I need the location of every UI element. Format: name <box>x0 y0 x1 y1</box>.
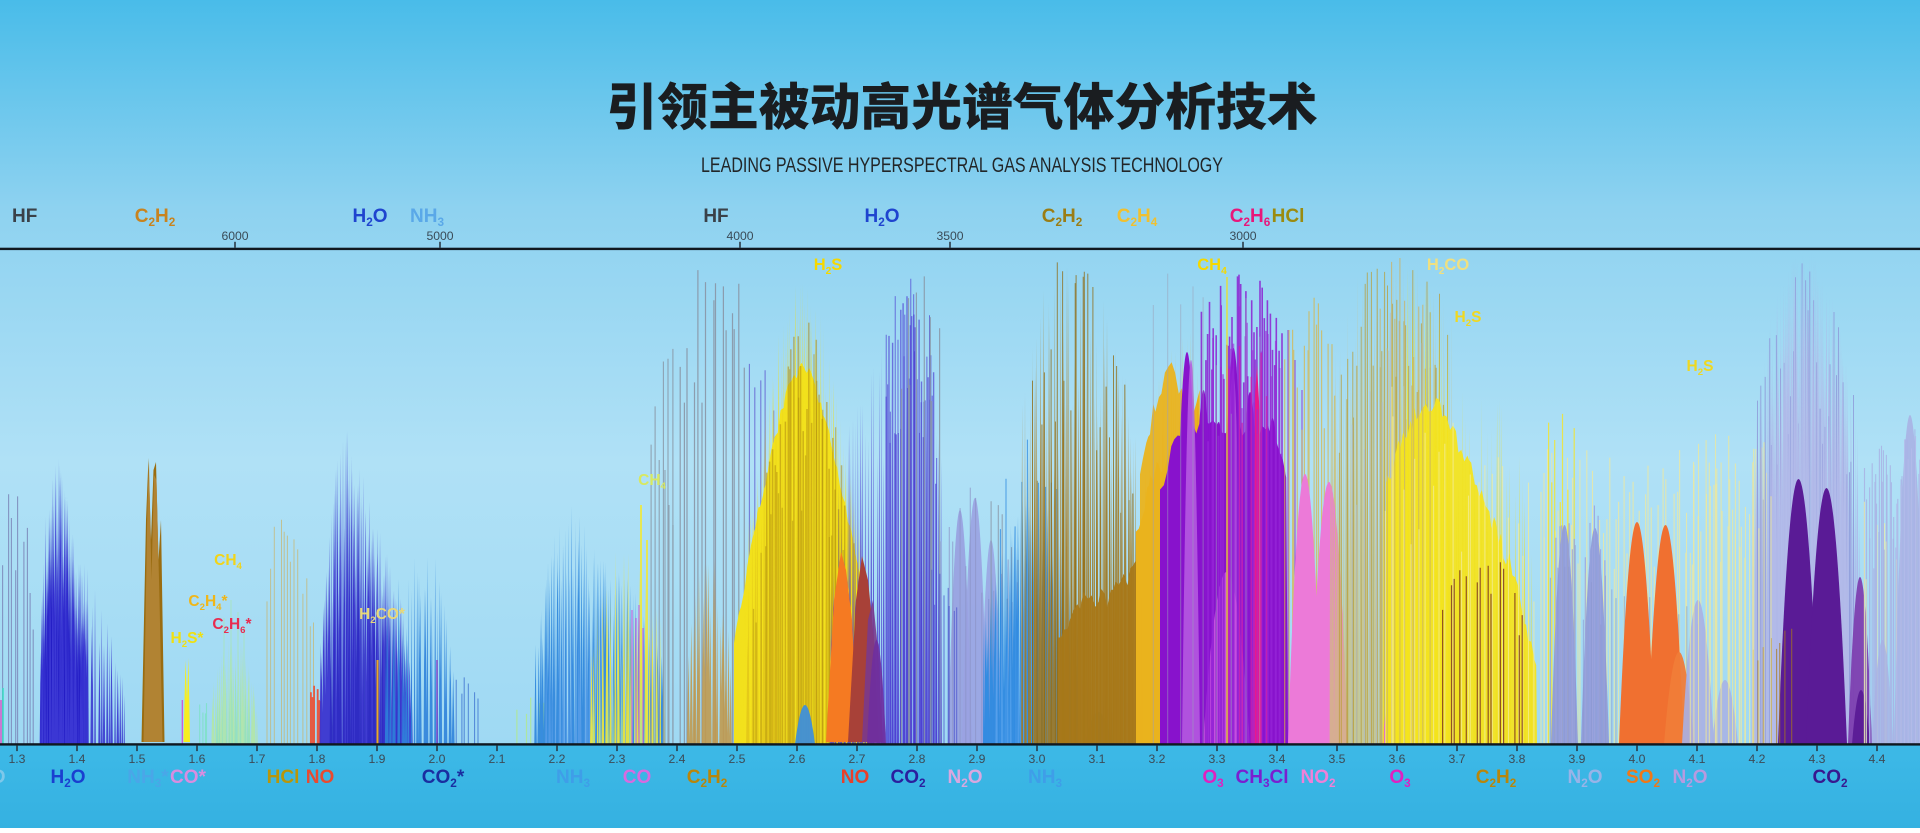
svg-text:H2S: H2S <box>1455 309 1482 329</box>
svg-text:O3: O3 <box>1389 767 1411 790</box>
svg-text:3500: 3500 <box>936 229 963 243</box>
svg-text:3.8: 3.8 <box>1509 752 1526 766</box>
svg-text:2.5: 2.5 <box>729 752 746 766</box>
svg-text:C2H2: C2H2 <box>1042 206 1083 229</box>
svg-text:NH3*: NH3* <box>127 767 169 790</box>
svg-text:6000: 6000 <box>221 229 248 243</box>
svg-text:N2O: N2O <box>1567 767 1602 790</box>
svg-text:HF: HF <box>703 206 728 227</box>
svg-text:NH3: NH3 <box>556 767 590 790</box>
svg-text:2.2: 2.2 <box>549 752 566 766</box>
svg-text:1.9: 1.9 <box>369 752 386 766</box>
svg-text:CH4: CH4 <box>214 552 242 572</box>
svg-text:3.2: 3.2 <box>1149 752 1166 766</box>
svg-text:H2S: H2S <box>1687 358 1714 378</box>
svg-text:3.6: 3.6 <box>1389 752 1406 766</box>
svg-text:1.4: 1.4 <box>69 752 86 766</box>
svg-text:CO*: CO* <box>170 767 207 788</box>
svg-text:4.0: 4.0 <box>1629 752 1646 766</box>
svg-text:CH4: CH4 <box>1197 256 1227 277</box>
svg-text:H2CO*: H2CO* <box>359 606 406 626</box>
svg-text:1.5: 1.5 <box>129 752 146 766</box>
svg-text:CO2: CO2 <box>890 767 926 790</box>
svg-text:4.2: 4.2 <box>1749 752 1766 766</box>
svg-text:CH4: CH4 <box>638 472 666 492</box>
svg-text:H2O: H2O <box>864 206 899 229</box>
svg-text:HCl: HCl <box>267 767 300 788</box>
svg-text:CO2*: CO2* <box>422 767 465 790</box>
svg-text:4.1: 4.1 <box>1689 752 1706 766</box>
svg-text:NH3: NH3 <box>410 206 444 229</box>
svg-text:3.0: 3.0 <box>1029 752 1046 766</box>
svg-text:2.1: 2.1 <box>489 752 506 766</box>
svg-text:C2H6: C2H6 <box>1230 206 1271 229</box>
svg-text:C2H2: C2H2 <box>135 206 176 229</box>
svg-text:3.9: 3.9 <box>1569 752 1586 766</box>
svg-text:CH3Cl: CH3Cl <box>1236 767 1289 790</box>
svg-text:H2CO: H2CO <box>1427 256 1470 277</box>
svg-text:NO2: NO2 <box>1300 767 1336 790</box>
svg-text:NO: NO <box>841 767 870 788</box>
svg-text:C2H4*: C2H4* <box>188 593 228 613</box>
svg-text:C2H6*: C2H6* <box>212 616 252 636</box>
svg-text:O3: O3 <box>1202 767 1224 790</box>
svg-text:H2O: H2O <box>50 767 85 790</box>
svg-text:2.6: 2.6 <box>789 752 806 766</box>
svg-text:2.4: 2.4 <box>669 752 686 766</box>
svg-text:C2H4: C2H4 <box>1117 206 1158 229</box>
svg-text:HF: HF <box>12 206 37 227</box>
svg-text:2.0: 2.0 <box>429 752 446 766</box>
svg-text:1.3: 1.3 <box>9 752 26 766</box>
svg-text:N2O: N2O <box>947 767 982 790</box>
svg-text:4000: 4000 <box>726 229 753 243</box>
svg-text:CO2: CO2 <box>1812 767 1848 790</box>
svg-text:H2O: H2O <box>352 206 387 229</box>
svg-text:2.7: 2.7 <box>849 752 866 766</box>
svg-text:HCl: HCl <box>1272 206 1305 227</box>
svg-text:NO: NO <box>306 767 335 788</box>
svg-text:H2S: H2S <box>814 256 843 277</box>
svg-text:C2H2: C2H2 <box>687 767 728 790</box>
svg-text:3.3: 3.3 <box>1209 752 1226 766</box>
svg-text:2.3: 2.3 <box>609 752 626 766</box>
svg-text:H2S*: H2S* <box>171 630 205 650</box>
svg-text:1.8: 1.8 <box>309 752 326 766</box>
svg-text:1.6: 1.6 <box>189 752 206 766</box>
svg-text:4.3: 4.3 <box>1809 752 1826 766</box>
svg-text:CO: CO <box>623 767 652 788</box>
svg-text:N2O: N2O <box>0 767 6 790</box>
svg-text:3.1: 3.1 <box>1089 752 1106 766</box>
svg-text:2.9: 2.9 <box>969 752 986 766</box>
svg-text:NH3: NH3 <box>1028 767 1062 790</box>
svg-text:3000: 3000 <box>1229 229 1256 243</box>
svg-text:N2O: N2O <box>1672 767 1707 790</box>
svg-text:3.5: 3.5 <box>1329 752 1346 766</box>
svg-text:4.4: 4.4 <box>1869 752 1886 766</box>
svg-text:LEADING PASSIVE HYPERSPECTRAL: LEADING PASSIVE HYPERSPECTRAL GAS ANALYS… <box>701 153 1223 177</box>
svg-text:2.8: 2.8 <box>909 752 926 766</box>
svg-text:C2H2: C2H2 <box>1476 767 1517 790</box>
svg-text:3.7: 3.7 <box>1449 752 1466 766</box>
svg-text:SO2: SO2 <box>1626 767 1660 790</box>
svg-text:1.7: 1.7 <box>249 752 266 766</box>
svg-text:3.4: 3.4 <box>1269 752 1286 766</box>
svg-text:5000: 5000 <box>426 229 453 243</box>
